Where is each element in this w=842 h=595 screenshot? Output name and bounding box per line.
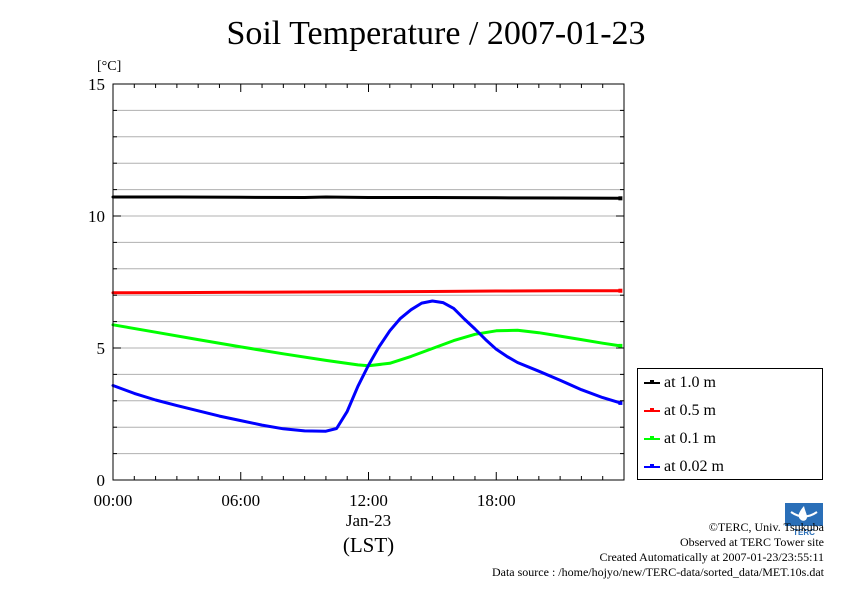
legend-swatch: [644, 408, 660, 412]
svg-text:TERC: TERC: [793, 528, 815, 537]
series-line-2: [111, 323, 622, 368]
legend-label: at 0.1 m: [664, 430, 716, 447]
series-line-0: [111, 195, 622, 200]
legend-swatch: [644, 380, 660, 384]
x-date-label: Jan-23: [346, 511, 391, 530]
x-tick-label: 12:00: [349, 491, 388, 510]
created-text: Created Automatically at 2007-01-23/23:5…: [599, 550, 824, 564]
copyright-text: ©TERC, Univ. Tsukuba: [708, 520, 824, 534]
legend-label: at 1.0 m: [664, 374, 716, 391]
x-tick-label: 18:00: [477, 491, 516, 510]
x-axis-label: (LST): [343, 533, 394, 557]
y-tick-label: 0: [97, 471, 106, 490]
legend-swatch: [644, 464, 660, 468]
observed-text: Observed at TERC Tower site: [679, 535, 824, 549]
series-line-3: [111, 299, 622, 433]
legend-label: at 0.02 m: [664, 458, 724, 475]
x-tick-label: 06:00: [221, 491, 260, 510]
legend-item: at 1.0 m: [644, 373, 716, 393]
legend-label: at 0.5 m: [664, 402, 716, 419]
legend-item: at 0.1 m: [644, 429, 716, 449]
x-tick-label: 00:00: [94, 491, 133, 510]
series-end-marker-0: [618, 196, 623, 201]
series-end-marker-2: [618, 343, 623, 348]
terc-logo: TERC: [785, 503, 823, 537]
chart-legend: at 1.0 m at 0.5 m at 0.1 m at 0.02 m: [637, 368, 823, 480]
y-tick-label: 10: [88, 207, 105, 226]
y-tick-label: 15: [88, 75, 105, 94]
series-end-marker-3: [618, 400, 623, 405]
y-tick-label: 5: [97, 339, 106, 358]
data-source-text: Data source : /home/hojyo/new/TERC-data/…: [491, 565, 824, 579]
chart-title: Soil Temperature / 2007-01-23: [226, 15, 646, 52]
legend-swatch: [644, 436, 660, 440]
legend-item: at 0.02 m: [644, 457, 724, 477]
series-end-marker-1: [618, 288, 623, 293]
legend-item: at 0.5 m: [644, 401, 716, 421]
y-axis-label: [°C]: [97, 59, 121, 74]
series-line-1: [111, 289, 622, 295]
plot-frame: [112, 83, 625, 481]
credits-block: ©TERC, Univ. Tsukuba Observed at TERC To…: [492, 520, 824, 580]
